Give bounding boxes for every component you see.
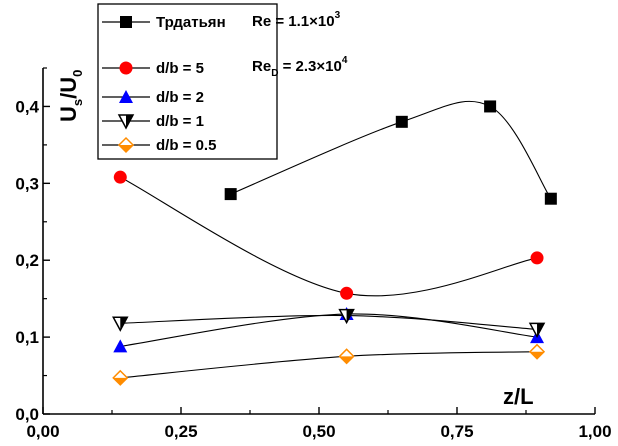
series-curve-3 bbox=[120, 313, 538, 347]
x-axis-title: z/L bbox=[503, 384, 534, 409]
marker-circle bbox=[530, 251, 544, 265]
annotation-red-mid: = 2.3×10 bbox=[278, 58, 341, 75]
annotation-red-prefix: Re bbox=[252, 58, 271, 75]
legend-label: Трдатьян bbox=[156, 14, 226, 31]
y-axis-title-sep: /U bbox=[56, 77, 81, 99]
legend-label: d/b = 2 bbox=[156, 89, 204, 106]
x-tick-label: 0,25 bbox=[164, 422, 197, 441]
y-tick-label: 0,3 bbox=[15, 174, 39, 193]
y-tick-label: 0,1 bbox=[15, 328, 39, 347]
legend: Трдатьян d/b = 5 d/b = 2 d/b = 1 d/b = 0.5 bbox=[97, 3, 278, 160]
marker-square bbox=[484, 100, 497, 113]
axes: 0,00 0,25 0,50 0,75 1,00 0,0 0,1 0,2 0,3 0,4 bbox=[15, 67, 612, 441]
marker-triangle-up bbox=[119, 90, 133, 103]
marker-triangle-down bbox=[338, 308, 355, 325]
annotation-re-prefix: Re = 1.1×10 bbox=[252, 13, 335, 30]
annotation-red-exp: 4 bbox=[342, 55, 348, 66]
y-axis-title-main: U bbox=[56, 106, 81, 122]
marker-circle bbox=[113, 170, 127, 184]
marker-diamond bbox=[112, 369, 129, 386]
marker-square bbox=[544, 192, 557, 205]
marker-square bbox=[224, 188, 237, 201]
x-tick-label: 0,50 bbox=[302, 422, 335, 441]
marker-triangle-up bbox=[113, 339, 128, 353]
legend-label: d/b = 1 bbox=[156, 113, 204, 130]
y-tick-label: 0,4 bbox=[15, 97, 39, 116]
series-curve-4 bbox=[120, 314, 538, 330]
legend-label: d/b = 5 bbox=[156, 60, 204, 77]
marker-square bbox=[395, 115, 408, 128]
y-axis-title-sub2: 0 bbox=[70, 70, 85, 77]
marker-triangle-down bbox=[528, 322, 546, 339]
series-curve-5 bbox=[120, 351, 538, 379]
marker-diamond bbox=[528, 343, 546, 360]
marker-diamond bbox=[117, 136, 135, 154]
annotation-red: ReD = 2.3×104 bbox=[252, 55, 348, 79]
marker-triangle-down bbox=[117, 114, 135, 130]
marker-square bbox=[120, 16, 132, 28]
marker-diamond bbox=[338, 348, 355, 365]
svg-text:Us/U0: Us/U0 bbox=[56, 70, 85, 122]
x-tick-label: 0,00 bbox=[26, 422, 59, 441]
x-tick-label: 0,75 bbox=[440, 422, 473, 441]
annotation-red-sub: D bbox=[271, 68, 278, 79]
annotation-re: Re = 1.1×103 bbox=[252, 10, 341, 30]
marker-circle bbox=[340, 286, 354, 300]
legend-label: d/b = 0.5 bbox=[156, 137, 216, 154]
y-tick-label: 0,0 bbox=[15, 405, 39, 424]
marker-triangle-down bbox=[112, 316, 129, 332]
y-axis-title-sub: s bbox=[70, 99, 85, 106]
series-curve-2 bbox=[120, 176, 538, 297]
x-tick-label: 1,00 bbox=[578, 422, 611, 441]
series-curve-1 bbox=[230, 100, 552, 200]
y-tick-label: 0,2 bbox=[15, 251, 39, 270]
annotation-re-exp: 3 bbox=[335, 10, 341, 21]
marker-circle bbox=[119, 61, 133, 75]
legend-box bbox=[97, 3, 278, 160]
data-markers bbox=[112, 100, 557, 386]
y-axis-title: Us/U0 bbox=[56, 70, 85, 122]
